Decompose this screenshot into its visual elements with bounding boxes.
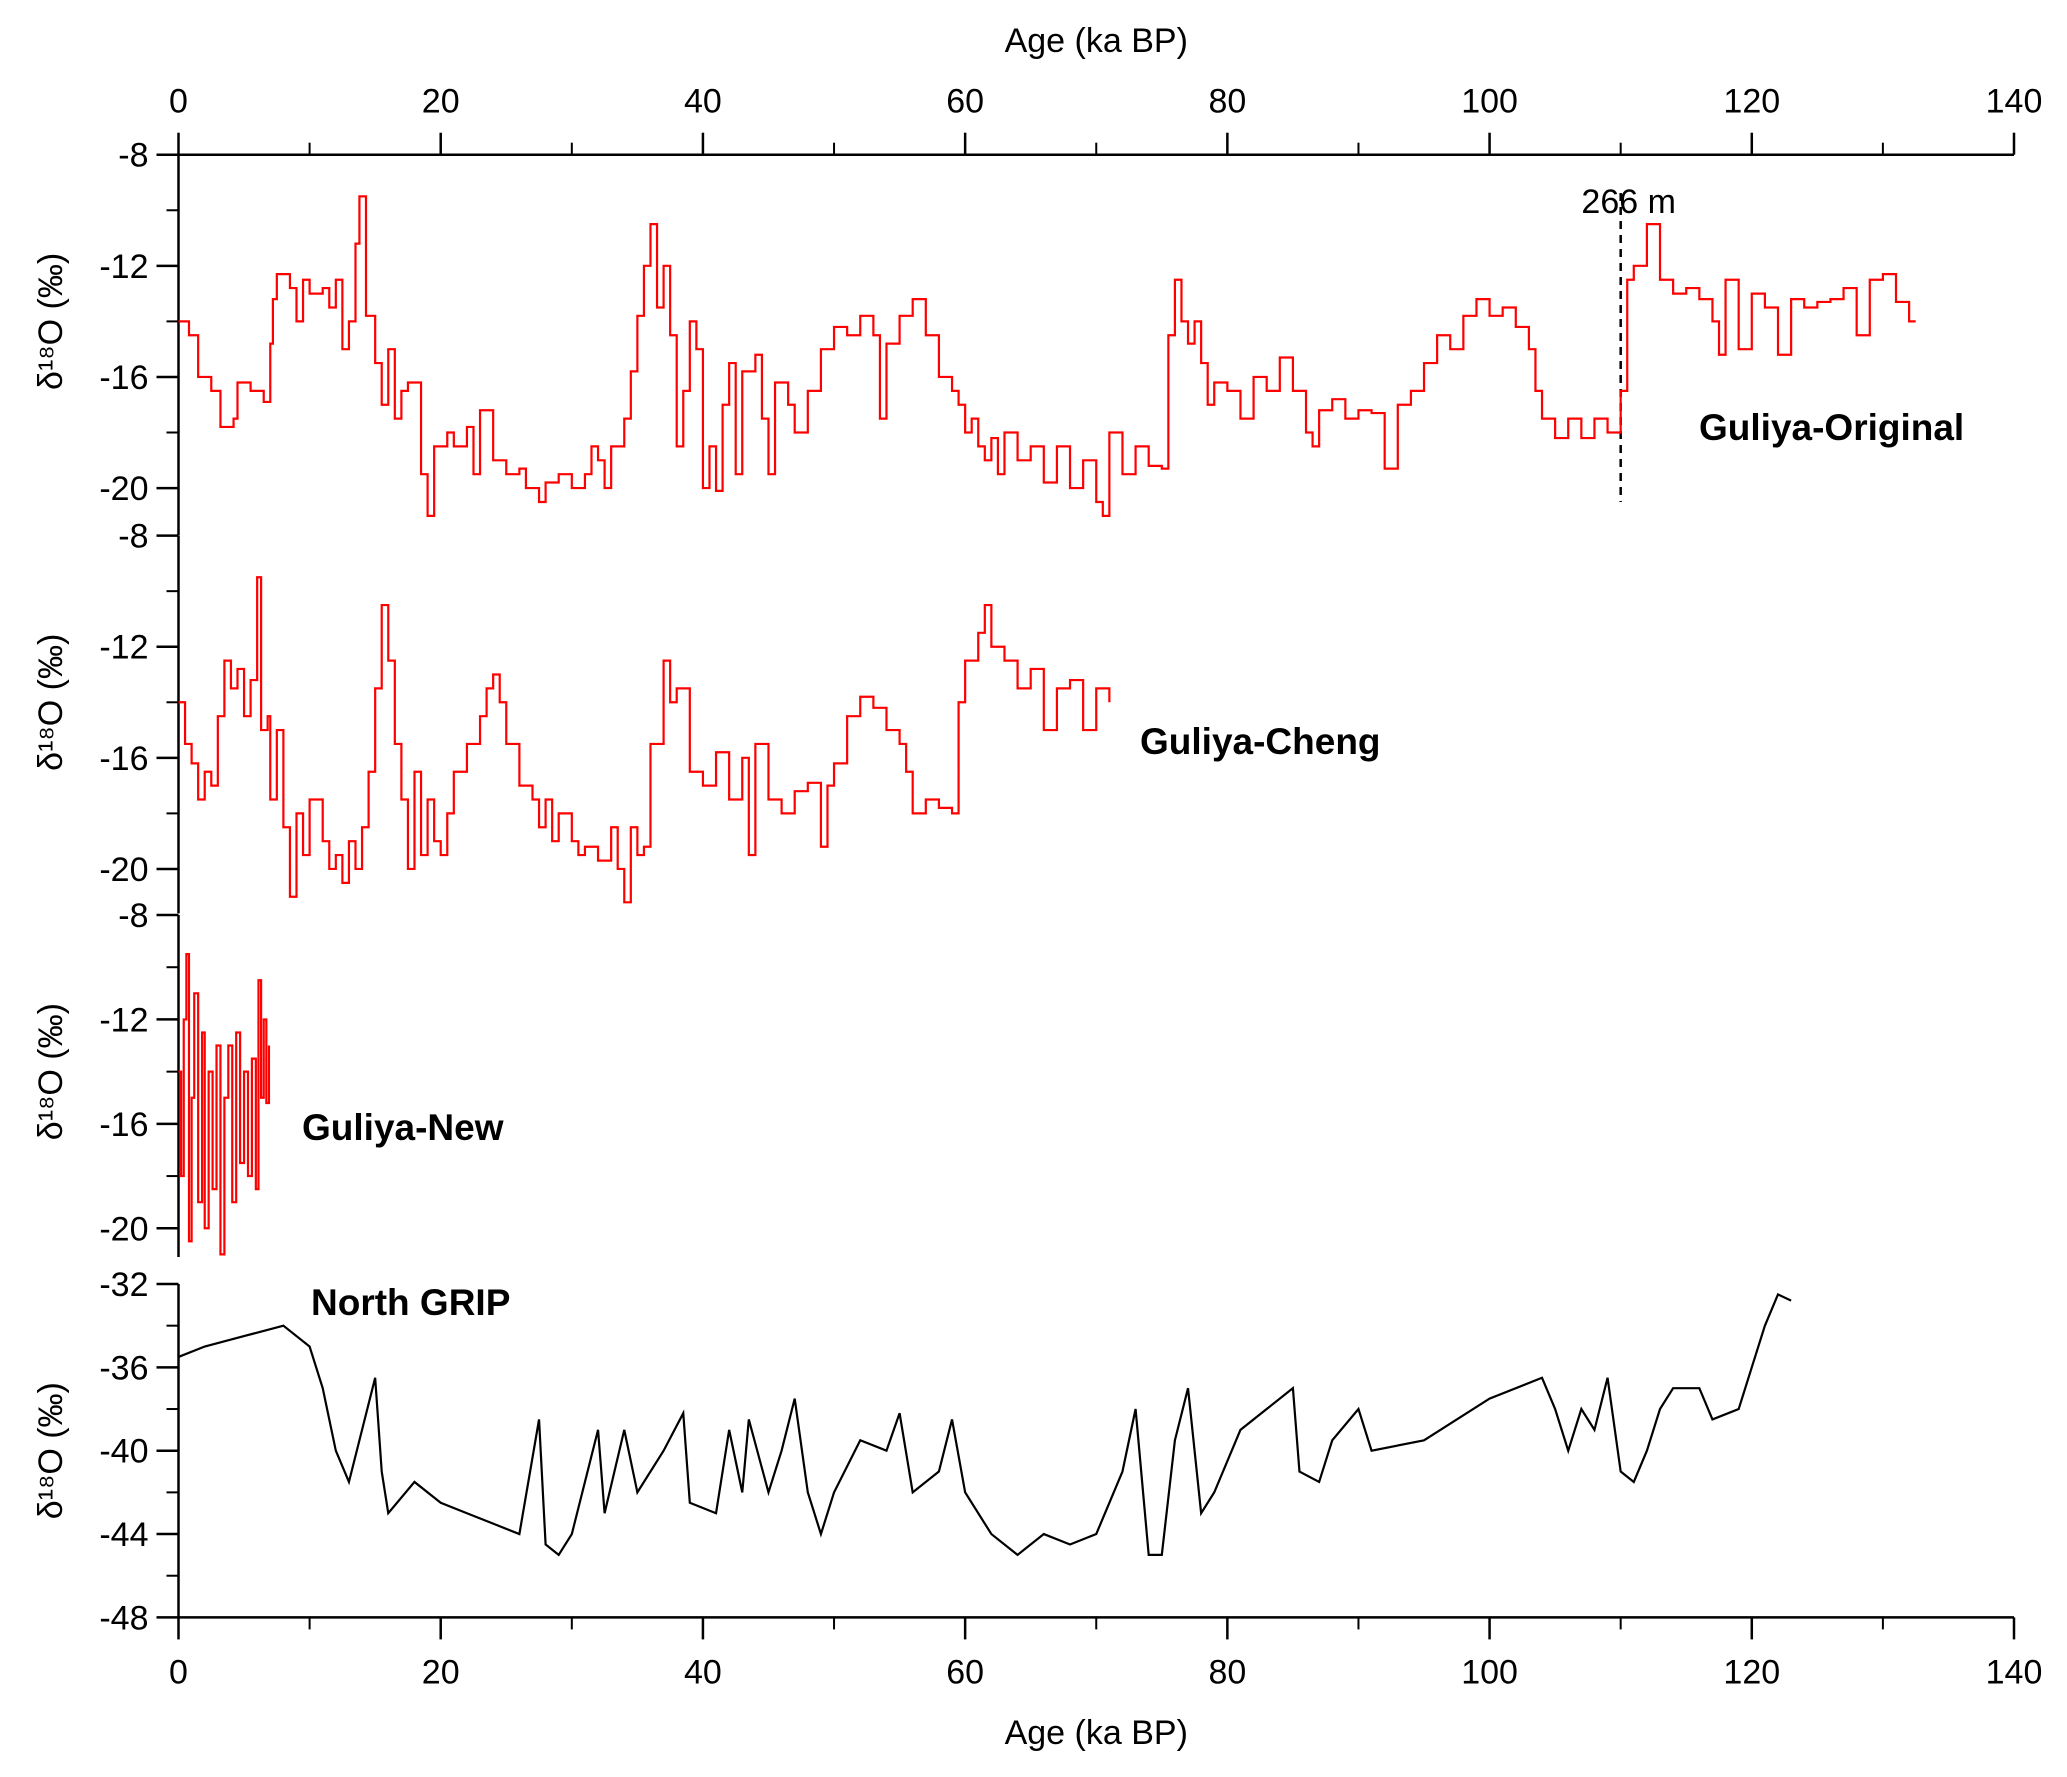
y-tick-label: -32	[99, 1266, 148, 1304]
x-tick-label: 120	[1723, 83, 1780, 121]
y-tick-label: -12	[99, 248, 148, 286]
x-tick-label: 40	[684, 83, 722, 121]
x-tick-label: 80	[1208, 1653, 1246, 1691]
x-tick-label: 60	[946, 1653, 984, 1691]
y-tick-label: -20	[99, 470, 148, 508]
y-tick-label: -16	[99, 740, 148, 778]
x-tick-label: 120	[1723, 1653, 1780, 1691]
x-tick-label: 100	[1461, 1653, 1518, 1691]
x-tick-label: 80	[1208, 83, 1246, 121]
y-tick-label: -12	[99, 1001, 148, 1039]
x-tick-label: 40	[684, 1653, 722, 1691]
annotation: 266 m	[1581, 183, 1676, 221]
series-label: Guliya-Original	[1699, 407, 1964, 448]
y-tick-label: -48	[99, 1599, 148, 1637]
y-tick-label: -16	[99, 359, 148, 397]
x-tick-label: 0	[169, 83, 188, 121]
x-tick-label: 140	[1986, 83, 2043, 121]
y-tick-label: -12	[99, 629, 148, 667]
series-label: North GRIP	[311, 1282, 510, 1323]
y-axis-label: δ¹⁸O (‰)	[32, 1003, 70, 1140]
x-tick-label: 20	[422, 83, 460, 121]
x-tick-label: 100	[1461, 83, 1518, 121]
x-tick-label: 0	[169, 1653, 188, 1691]
x-axis-label: Age (ka BP)	[1005, 1714, 1188, 1752]
x-tick-label: 60	[946, 83, 984, 121]
series-label: Guliya-Cheng	[1140, 721, 1381, 762]
y-tick-label: -44	[99, 1516, 148, 1554]
y-tick-label: -16	[99, 1106, 148, 1144]
data-line	[178, 195, 1916, 517]
data-line	[178, 576, 1111, 904]
data-line	[178, 953, 271, 1256]
y-tick-label: -8	[118, 518, 148, 556]
x-tick-label: 140	[1986, 1653, 2043, 1691]
y-axis-label: δ¹⁸O (‰)	[32, 1382, 70, 1519]
y-axis-label: δ¹⁸O (‰)	[32, 634, 70, 771]
series-label: Guliya-New	[302, 1107, 504, 1148]
data-line	[178, 1292, 1792, 1557]
y-tick-label: -20	[99, 1210, 148, 1248]
y-tick-label: -36	[99, 1349, 148, 1387]
y-tick-label: -40	[99, 1433, 148, 1471]
y-tick-label: -20	[99, 851, 148, 889]
y-tick-label: -8	[118, 137, 148, 175]
y-axis-label: δ¹⁸O (‰)	[32, 253, 70, 390]
x-tick-label: 20	[422, 1653, 460, 1691]
y-tick-label: -8	[118, 897, 148, 935]
x-axis-label: Age (ka BP)	[1005, 22, 1188, 60]
